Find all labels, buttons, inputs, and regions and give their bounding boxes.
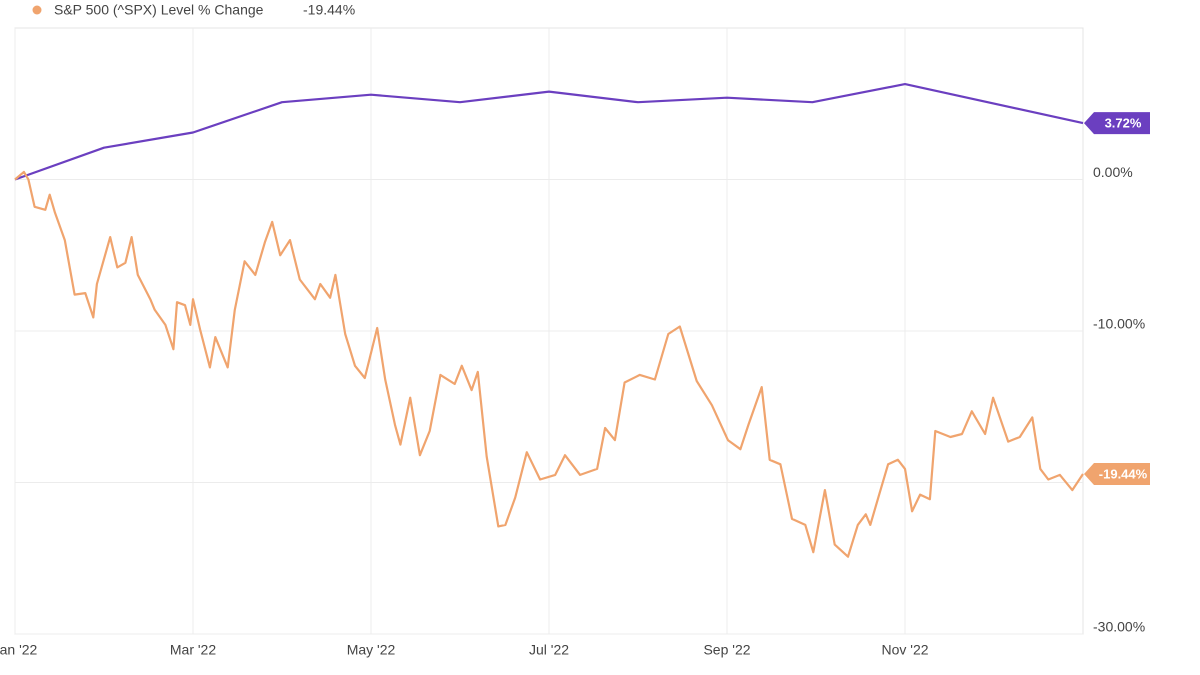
series-line — [14, 83, 1084, 181]
series-line — [14, 170, 1084, 558]
y-tick-label: -10.00% — [1093, 316, 1145, 332]
legend-value: -19.44% — [303, 2, 355, 18]
x-tick-label: Jan '22 — [0, 642, 38, 658]
x-tick-label: May '22 — [347, 642, 396, 658]
end-flag — [1084, 463, 1150, 486]
y-tick-label: 0.00% — [1093, 164, 1133, 180]
x-tick-label: Jul '22 — [529, 642, 569, 658]
legend-label: S&P 500 (^SPX) Level % Change — [54, 2, 264, 18]
y-tick-label: -30.00% — [1093, 619, 1145, 635]
x-tick-label: Sep '22 — [703, 642, 750, 658]
end-label: 3.72% — [1105, 116, 1142, 131]
x-tick-label: Mar '22 — [170, 642, 216, 658]
x-tick-label: Nov '22 — [881, 642, 928, 658]
end-label: -19.44% — [1099, 466, 1148, 481]
legend-swatch — [32, 5, 42, 15]
end-flag — [1084, 112, 1150, 135]
